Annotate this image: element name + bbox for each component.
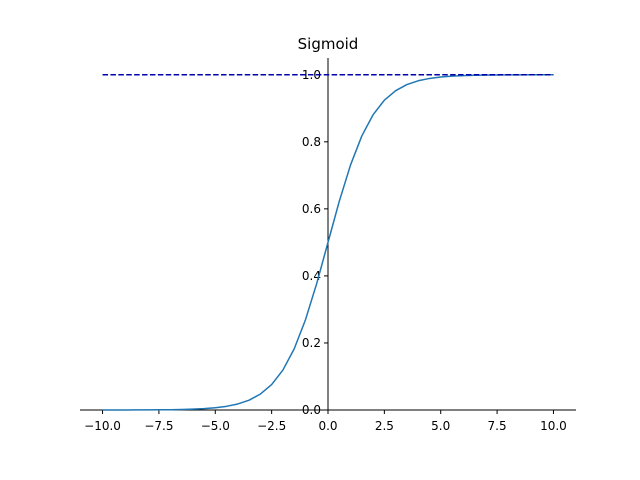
x-tick-label: −2.5 (257, 419, 286, 433)
x-tick-label: −7.5 (144, 419, 173, 433)
x-tick-label: 7.5 (488, 419, 507, 433)
y-tick-label: 0.8 (302, 135, 321, 149)
axes: −10.0 −7.5 −5.0 −2.5 0.0 2.5 5.0 7.5 10.0 0.0 0.2 0… (80, 58, 576, 433)
chart-title: Sigmoid (298, 35, 359, 53)
x-tick-label: 10.0 (540, 419, 567, 433)
x-tick-label: 0.0 (318, 419, 337, 433)
y-tick-label: 0.4 (302, 269, 321, 283)
x-tick-label: −10.0 (84, 419, 121, 433)
x-tick-label: 2.5 (375, 419, 394, 433)
y-tick-label: 0.6 (302, 202, 321, 216)
y-tick-label: 0.0 (302, 403, 321, 417)
y-tick-label: 0.2 (302, 336, 321, 350)
x-tick-label: −5.0 (201, 419, 230, 433)
x-tick-label: 5.0 (431, 419, 450, 433)
plot-lines (102, 74, 554, 411)
